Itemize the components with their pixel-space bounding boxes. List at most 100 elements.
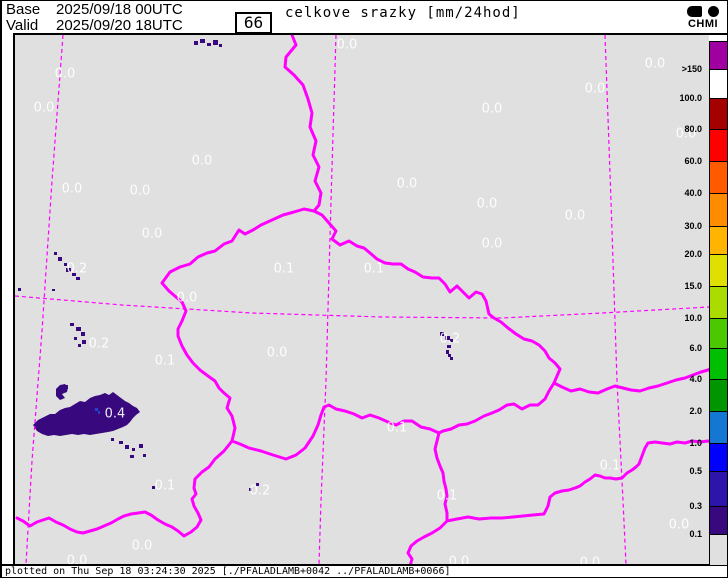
valid-time-line: Valid 2025/09/20 18UTC: [6, 18, 183, 34]
scale-block: [710, 227, 727, 255]
precipitation-speck: [130, 455, 134, 458]
precipitation-speck: [78, 344, 81, 347]
scale-block: [710, 535, 727, 565]
country-border: [552, 365, 716, 395]
scale-tick-label: 0.3: [689, 501, 702, 511]
precipitation-speck: [64, 263, 67, 266]
precipitation-speck: [219, 44, 222, 47]
scale-tick-label: 40.0: [684, 188, 702, 198]
precipitation-speck: [448, 354, 451, 357]
precipitation-speck: [76, 327, 81, 331]
scale-tick-label: 6.0: [689, 343, 702, 353]
graticule-line: [14, 295, 710, 319]
country-border: [406, 431, 449, 568]
precipitation-speck: [54, 252, 57, 255]
scale-tick-label: 30.0: [684, 221, 702, 231]
country-border: [15, 439, 234, 538]
scale-block: [710, 319, 727, 349]
precipitation-speck: [58, 257, 62, 261]
precipitation-speck: [445, 336, 450, 340]
precipitation-speck: [200, 39, 205, 43]
precipitation-speck-blue: [98, 411, 100, 414]
precipitation-speck: [76, 277, 80, 280]
scale-tick-label: 2.0: [689, 406, 702, 416]
scale-block: [710, 444, 727, 472]
scale-tick-label: 0.5: [689, 466, 702, 476]
scale-tick-label: 4.0: [689, 374, 702, 384]
precipitation-speck: [256, 483, 259, 486]
base-value: 2025/09/18 00UTC: [56, 1, 183, 18]
scale-tick-label: 10.0: [684, 313, 702, 323]
precipitation-speck: [249, 488, 252, 491]
country-border: [160, 207, 562, 461]
scale-tick-label: >150: [681, 64, 702, 74]
precipitation-speck: [125, 445, 129, 449]
plot-timestamp-footer: plotted on Thu Sep 18 03:24:30 2025 [./P…: [2, 566, 727, 577]
graticule-line: [25, 34, 64, 565]
chmi-logo: CHMI: [680, 2, 726, 32]
precipitation-speck: [70, 323, 74, 326]
graticule-line: [318, 34, 337, 565]
chmi-logo-icon: [687, 6, 719, 17]
precipitation-speck: [143, 454, 146, 457]
precipitation-speck: [152, 486, 155, 489]
scale-tick-label: 60.0: [684, 156, 702, 166]
base-label: Base: [6, 1, 41, 18]
scale-tick-label: 1.0: [689, 438, 702, 448]
precipitation-speck: [66, 268, 71, 272]
color-scale-bar: [709, 41, 727, 566]
scale-block: [710, 130, 727, 162]
precipitation-speck: [81, 332, 85, 336]
precipitation-speck: [64, 385, 68, 389]
precipitation-speck: [18, 288, 21, 291]
precipitation-speck: [82, 340, 86, 344]
precipitation-speck: [194, 41, 198, 45]
chmi-logo-text: CHMI: [687, 18, 719, 30]
precipitation-speck: [72, 273, 76, 276]
country-border: [445, 439, 716, 523]
scale-block: [710, 99, 727, 130]
scale-tick-label: 80.0: [684, 124, 702, 134]
map-frame-top: [13, 33, 727, 35]
scale-tick-label: 0.1: [689, 529, 702, 539]
scale-tick-label: 15.0: [684, 281, 702, 291]
precipitation-speck: [74, 337, 77, 340]
precipitation-speck-blue: [95, 408, 98, 411]
scale-tick-label: 20.0: [684, 249, 702, 259]
scale-block: [710, 380, 727, 412]
scale-block: [710, 287, 727, 319]
precipitation-speck: [447, 345, 451, 348]
scale-block: [710, 349, 727, 380]
precipitation-speck: [139, 444, 143, 448]
country-border: [283, 33, 323, 213]
scale-block: [710, 194, 727, 227]
precipitation-speck: [450, 357, 453, 360]
graticule-line: [604, 34, 627, 565]
precipitation-speck: [52, 289, 55, 291]
map-frame-left: [13, 33, 15, 564]
valid-value: 2025/09/20 18UTC: [56, 17, 183, 34]
precipitation-speck: [111, 438, 114, 441]
base-time-line: Base 2025/09/18 00UTC: [6, 2, 183, 18]
precipitation-speck: [446, 350, 449, 354]
page-title: celkove srazky [mm/24hod]: [285, 5, 521, 21]
scale-block: [710, 507, 727, 535]
precipitation-patch: [33, 392, 140, 436]
scale-block: [710, 412, 727, 444]
precipitation-speck: [132, 448, 135, 451]
precipitation-speck: [207, 43, 211, 46]
scale-block: [710, 472, 727, 507]
scale-block: [710, 70, 727, 99]
precipitation-speck: [213, 40, 218, 45]
scale-block: [710, 162, 727, 194]
scale-tick-label: 100.0: [679, 93, 702, 103]
precipitation-speck: [119, 441, 123, 444]
precipitation-speck: [440, 332, 444, 336]
map-frame-bottom: [2, 564, 727, 566]
scale-block: [710, 42, 727, 70]
valid-label: Valid: [6, 17, 39, 34]
precipitation-speck: [450, 339, 453, 342]
scale-block: [710, 255, 727, 287]
